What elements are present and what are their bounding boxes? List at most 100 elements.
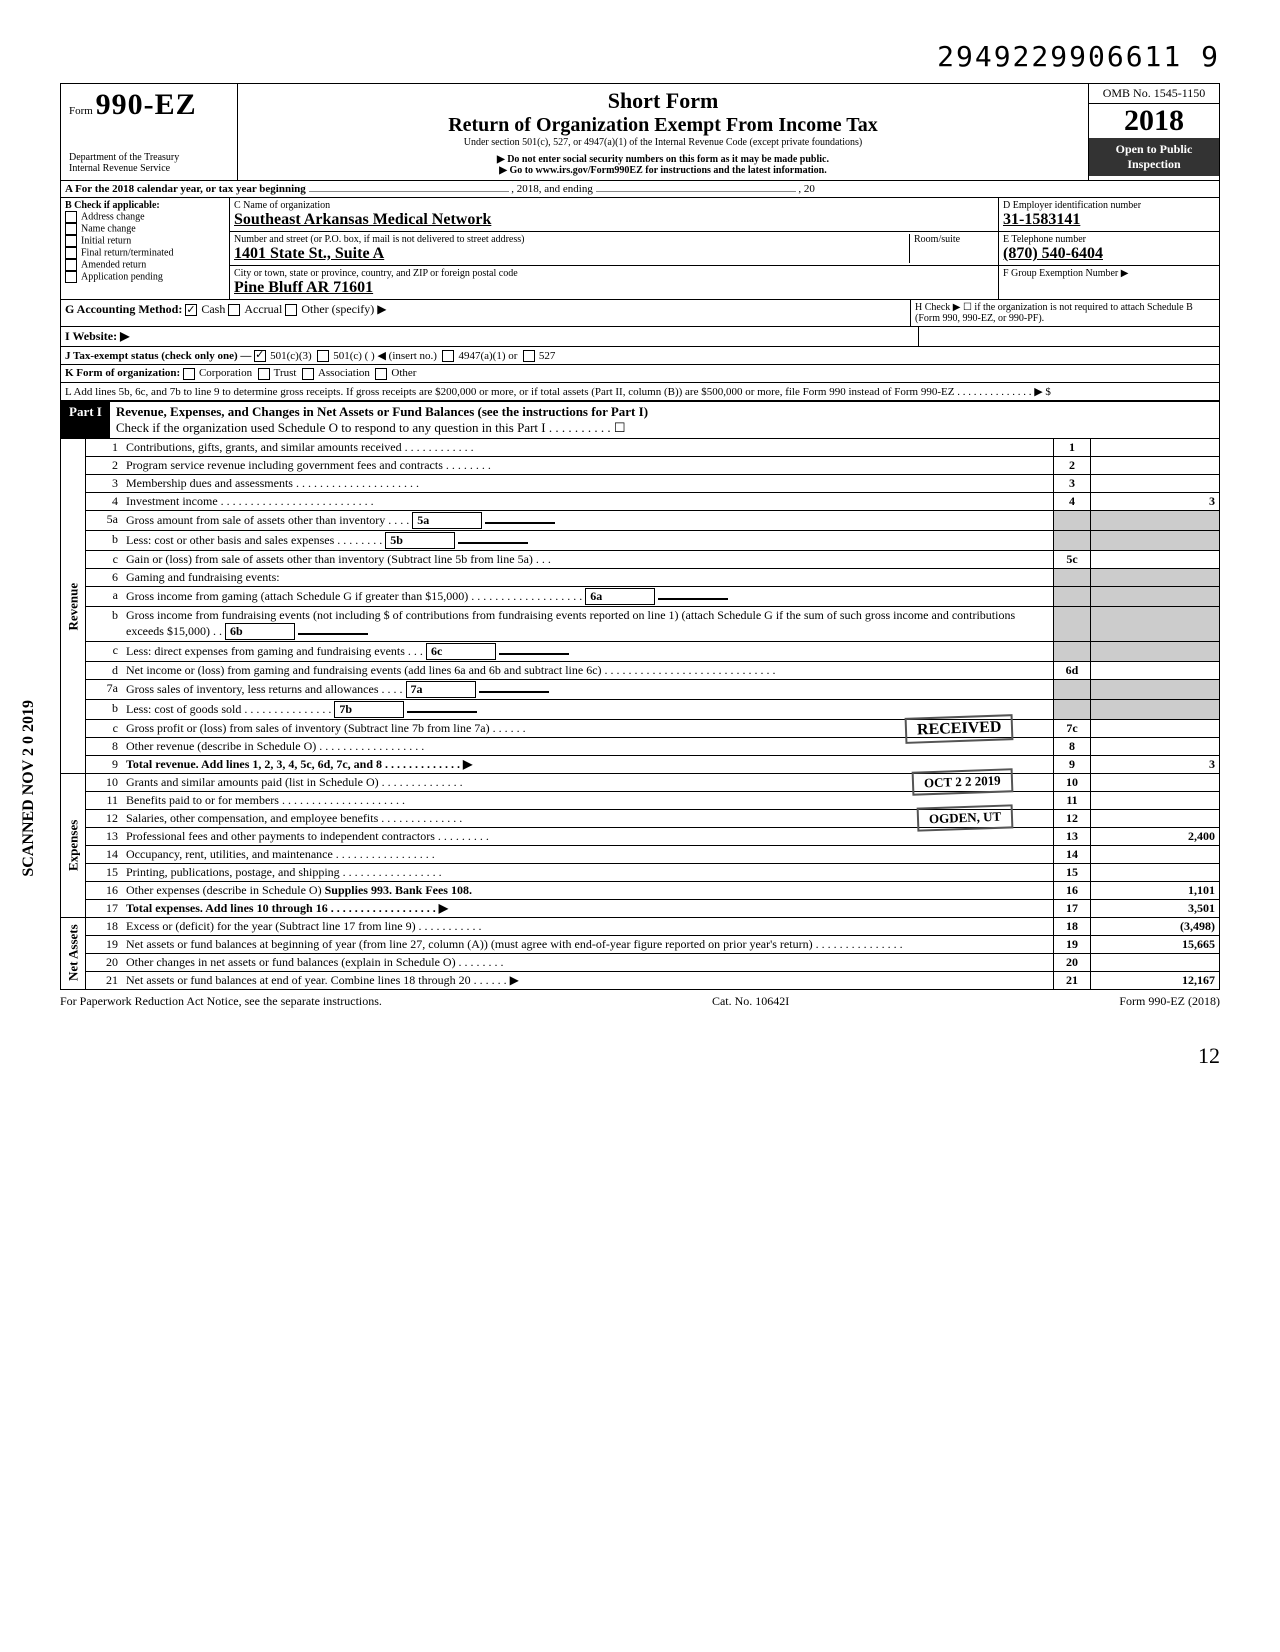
checkbox-501c3[interactable] [254, 350, 266, 362]
ln-6d-amt[interactable] [1091, 661, 1220, 679]
ln-21-amt[interactable]: 12,167 [1091, 971, 1220, 989]
scanned-side-stamp: SCANNED NOV 2 0 2019 [20, 700, 38, 877]
checkbox-assoc[interactable] [302, 368, 314, 380]
side-netassets: Net Assets [61, 917, 86, 989]
ln-10-num: 10 [1054, 773, 1091, 791]
ln-6a-innum: 6a [590, 589, 602, 603]
checkbox-corp[interactable] [183, 368, 195, 380]
ln-3-num: 3 [1054, 474, 1091, 492]
k-trust-label: Trust [274, 367, 297, 379]
ln-1-no: 1 [86, 439, 123, 457]
checkbox-k-other[interactable] [375, 368, 387, 380]
k-corp-label: Corporation [199, 367, 252, 379]
org-info-row: B Check if applicable: Address change Na… [60, 198, 1220, 300]
check-b-label: B Check if applicable: [65, 200, 225, 211]
ln-21-desc: Net assets or fund balances at end of ye… [122, 971, 1054, 989]
ln-16-amt[interactable]: 1,101 [1091, 881, 1220, 899]
ln-10-amt[interactable] [1091, 773, 1220, 791]
ln-6a-inval[interactable] [658, 598, 728, 600]
j-501c3-label: 501(c)(3) [270, 350, 312, 362]
part1-header-row: Part I Revenue, Expenses, and Changes in… [60, 401, 1220, 439]
label-f: F Group Exemption Number ▶ [1003, 268, 1215, 279]
part1-title: Revenue, Expenses, and Changes in Net As… [116, 404, 648, 419]
ln-5c-amt[interactable] [1091, 550, 1220, 568]
ln-8-amt[interactable] [1091, 737, 1220, 755]
ln-9-desc: Total revenue. Add lines 1, 2, 3, 4, 5c,… [126, 757, 472, 771]
cb-pending-label: Application pending [81, 271, 163, 282]
ln-21-num: 21 [1054, 971, 1091, 989]
ln-11-amt[interactable] [1091, 791, 1220, 809]
ln-18-num: 18 [1054, 917, 1091, 935]
ln-5b-desc: Less: cost or other basis and sales expe… [126, 533, 382, 547]
ln-13-amt[interactable]: 2,400 [1091, 827, 1220, 845]
k-other-label: Other [391, 367, 416, 379]
line-l: L Add lines 5b, 6c, and 7b to line 9 to … [60, 383, 1220, 401]
ln-14-amt[interactable] [1091, 845, 1220, 863]
ln-1-amt[interactable] [1091, 439, 1220, 457]
ln-20-amt[interactable] [1091, 953, 1220, 971]
ln-1-num: 1 [1054, 439, 1091, 457]
ln-15-amt[interactable] [1091, 863, 1220, 881]
line-g-h: G Accounting Method: Cash Accrual Other … [60, 300, 1220, 327]
line-h: H Check ▶ ☐ if the organization is not r… [910, 300, 1219, 326]
part1-badge: Part I [61, 402, 110, 438]
stamp-date: OCT 2 2 2019 [912, 768, 1013, 795]
checkbox-527[interactable] [523, 350, 535, 362]
checkbox-initial-return[interactable] [65, 235, 77, 247]
ln-6c-innum: 6c [431, 644, 442, 658]
checkbox-application-pending[interactable] [65, 271, 77, 283]
ln-5c-desc: Gain or (loss) from sale of assets other… [122, 550, 1054, 568]
ln-2-amt[interactable] [1091, 456, 1220, 474]
ln-5c-num: 5c [1054, 550, 1091, 568]
ln-5a-inval[interactable] [485, 522, 555, 524]
checkbox-4947[interactable] [442, 350, 454, 362]
ln-6d-desc: Net income or (loss) from gaming and fun… [122, 661, 1054, 679]
checkbox-cash[interactable] [185, 304, 197, 316]
ln-5a-innum: 5a [417, 513, 429, 527]
line-k-label: K Form of organization: [65, 367, 180, 379]
ln-6c-inval[interactable] [499, 653, 569, 655]
ln-4-amt[interactable]: 3 [1091, 492, 1220, 510]
ln-12-amt[interactable] [1091, 809, 1220, 827]
dept-line-1: Department of the Treasury [69, 152, 229, 163]
checkbox-final-return[interactable] [65, 247, 77, 259]
org-name: Southeast Arkansas Medical Network [234, 211, 994, 229]
checkbox-name-change[interactable] [65, 223, 77, 235]
checkbox-501c[interactable] [317, 350, 329, 362]
j-4947-label: 4947(a)(1) or [458, 350, 517, 362]
checkbox-amended-return[interactable] [65, 259, 77, 271]
form-note1: ▶ Do not enter social security numbers o… [246, 154, 1080, 165]
ln-7b-inval[interactable] [407, 711, 477, 713]
ln-6d-num: 6d [1054, 661, 1091, 679]
line-j: J Tax-exempt status (check only one) — 5… [60, 347, 1220, 365]
ln-6b-inval[interactable] [298, 633, 368, 635]
checkbox-address-change[interactable] [65, 211, 77, 223]
ln-16-num: 16 [1054, 881, 1091, 899]
ln-9-amt[interactable]: 3 [1091, 755, 1220, 773]
checkbox-g-other[interactable] [285, 304, 297, 316]
ln-5b-inval[interactable] [458, 542, 528, 544]
ln-5b-innum: 5b [390, 533, 403, 547]
phone: (870) 540-6404 [1003, 245, 1215, 263]
cb-initial-label: Initial return [81, 235, 131, 246]
ln-20-num: 20 [1054, 953, 1091, 971]
label-city: City or town, state or province, country… [234, 268, 994, 279]
line-a-start: A For the 2018 calendar year, or tax yea… [65, 183, 306, 195]
ln-19-amt[interactable]: 15,665 [1091, 935, 1220, 953]
ln-7a-inval[interactable] [479, 691, 549, 693]
ln-13-num: 13 [1054, 827, 1091, 845]
ln-18-amt[interactable]: (3,498) [1091, 917, 1220, 935]
ln-7c-amt[interactable] [1091, 719, 1220, 737]
ln-15-num: 15 [1054, 863, 1091, 881]
checkbox-trust[interactable] [258, 368, 270, 380]
checkbox-accrual[interactable] [228, 304, 240, 316]
ln-7a-desc: Gross sales of inventory, less returns a… [126, 682, 403, 696]
open-public-label: Open to Public Inspection [1089, 138, 1219, 176]
ln-17-amt[interactable]: 3,501 [1091, 899, 1220, 917]
ln-19-desc: Net assets or fund balances at beginning… [122, 935, 1054, 953]
ln-7b-desc: Less: cost of goods sold . . . . . . . .… [126, 702, 331, 716]
ln-3-amt[interactable] [1091, 474, 1220, 492]
line-a: A For the 2018 calendar year, or tax yea… [60, 181, 1220, 198]
ln-14-desc: Occupancy, rent, utilities, and maintena… [122, 845, 1054, 863]
ln-7b-innum: 7b [339, 702, 352, 716]
